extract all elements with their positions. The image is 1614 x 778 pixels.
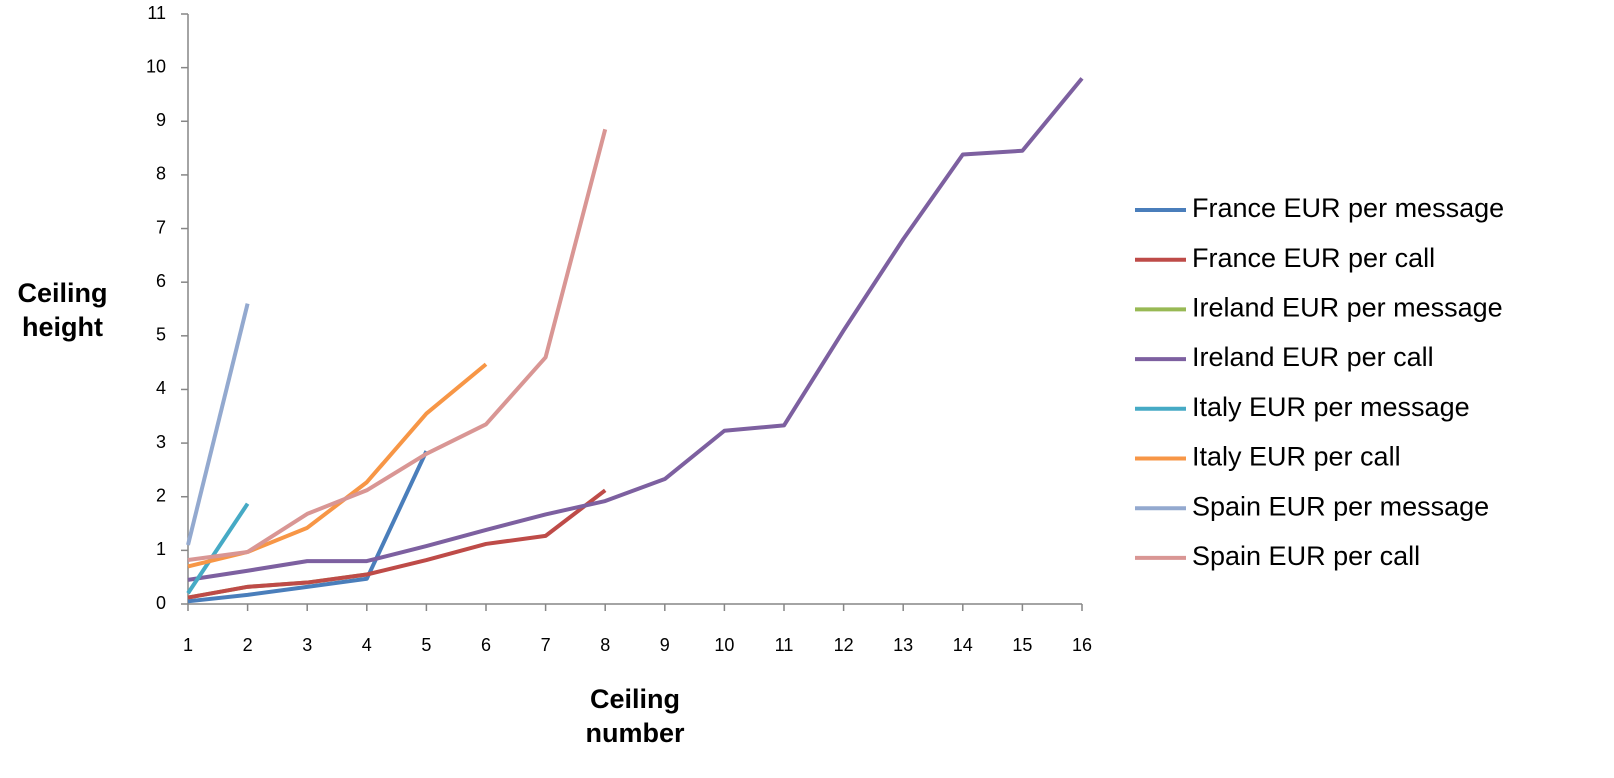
y-tick-label: 10 [146, 56, 166, 76]
x-tick-label: 7 [541, 635, 551, 655]
x-tick-label: 11 [775, 635, 794, 655]
y-tick-label: 4 [156, 378, 166, 398]
x-tick-label: 2 [243, 635, 253, 655]
series-line [187, 450, 429, 604]
series-line [186, 502, 250, 595]
legend-label: France EUR per call [1192, 243, 1435, 273]
y-axis-title: Ceiling height [17, 278, 108, 342]
series-line [186, 303, 250, 546]
legend-label: Italy EUR per message [1192, 392, 1470, 422]
x-tick-label: 3 [302, 635, 312, 655]
y-tick-label: 3 [156, 432, 166, 452]
x-tick-label: 5 [421, 635, 431, 655]
y-tick-label: 8 [156, 164, 166, 184]
x-tick-label: 13 [893, 635, 913, 655]
legend-label: Italy EUR per call [1192, 442, 1401, 472]
legend-label: Spain EUR per message [1192, 491, 1489, 521]
y-tick-label: 7 [156, 217, 166, 237]
series-line [187, 362, 488, 569]
legend-label: France EUR per message [1192, 193, 1504, 223]
y-tick-label: 1 [156, 539, 166, 559]
y-tick-label: 5 [156, 325, 166, 345]
x-axis-title: Ceiling number [585, 684, 685, 748]
x-tick-label: 4 [362, 635, 372, 655]
x-tick-label: 1 [183, 635, 193, 655]
y-tick-label: 0 [156, 593, 166, 613]
y-tick-label: 2 [156, 485, 166, 505]
legend-label: Ireland EUR per message [1192, 293, 1503, 323]
legend-label: Spain EUR per call [1192, 541, 1420, 571]
series-line [187, 488, 607, 600]
x-tick-label: 10 [714, 635, 734, 655]
series-line [187, 128, 608, 563]
legend-label: Ireland EUR per call [1192, 342, 1434, 372]
x-tick-label: 14 [953, 635, 973, 655]
series-line [187, 77, 1084, 582]
x-tick-label: 9 [660, 635, 670, 655]
y-tick-label: 6 [156, 271, 166, 291]
y-tick-label: 11 [147, 3, 166, 23]
x-tick-label: 8 [600, 635, 610, 655]
x-tick-label: 16 [1072, 635, 1092, 655]
y-tick-label: 9 [156, 110, 166, 130]
x-tick-label: 12 [834, 635, 854, 655]
x-tick-label: 6 [481, 635, 491, 655]
x-tick-label: 15 [1012, 635, 1032, 655]
